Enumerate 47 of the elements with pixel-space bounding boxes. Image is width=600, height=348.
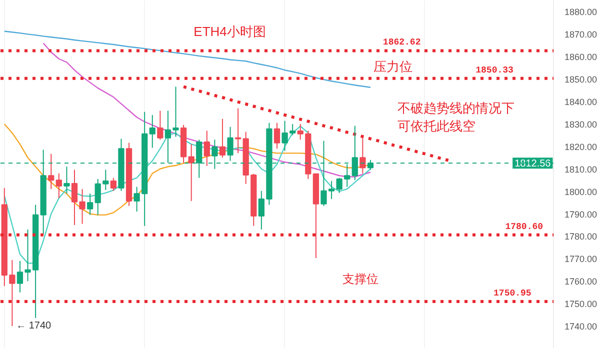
y-tick-label: 1840.00: [564, 97, 598, 108]
candlestick: [219, 118, 226, 158]
y-tick-label: 1830.00: [564, 119, 598, 130]
ref-line-label: 1862.62: [382, 38, 421, 48]
annotation: 不破趋势线的情况下: [398, 100, 515, 116]
candlestick: [274, 122, 280, 150]
y-tick-label: 1810.00: [564, 164, 598, 174]
candlestick: [227, 126, 234, 162]
annotation: 可依托此线空: [398, 118, 476, 134]
candlestick: [360, 136, 366, 174]
candlestick: [282, 120, 288, 152]
annotation: 支撑位: [342, 272, 378, 286]
y-tick-label: 1750.00: [564, 299, 598, 310]
candlestick: [157, 110, 164, 140]
candlestick: [204, 130, 210, 166]
candlestick: [79, 188, 86, 224]
candlestick: [188, 144, 194, 202]
annotation: ← 1740: [16, 320, 52, 332]
y-tick-label: 1800.00: [564, 186, 598, 197]
candlestick: [234, 108, 242, 154]
y-tick-label: 1850.00: [564, 74, 598, 85]
ref-line-label: 1812.56: [514, 158, 552, 170]
annotation: 压力位: [374, 58, 413, 74]
y-tick-label: 1780.00: [564, 232, 598, 242]
candlestick: [71, 169, 78, 226]
y-tick-label: 1770.00: [564, 254, 598, 264]
y-tick-label: 1740.00: [564, 322, 598, 332]
candlestick: [64, 166, 70, 194]
y-tick-label: 1790.00: [564, 209, 598, 220]
y-tick-label: 1880.00: [564, 7, 598, 18]
ref-line-label: 1850.33: [476, 65, 514, 76]
y-tick-label: 1820.00: [564, 142, 598, 152]
candlestick: [149, 114, 156, 148]
candlestick: [16, 260, 24, 293]
ref-line-label: 1780.60: [505, 222, 544, 232]
y-tick-label: 1870.00: [564, 30, 598, 40]
line-series: [182, 85, 450, 162]
candlestick: [110, 177, 117, 192]
candlestick: [48, 153, 54, 190]
candlestick: [290, 123, 296, 136]
annotation: ETH4小时图: [194, 24, 266, 40]
y-tick-label: 1860.00: [564, 52, 598, 62]
ref-line-label: 1750.95: [494, 288, 532, 298]
candlestick: [56, 172, 62, 199]
candlestick: [87, 193, 94, 216]
y-tick-label: 1760.00: [564, 276, 598, 287]
candlestick: [24, 229, 31, 282]
